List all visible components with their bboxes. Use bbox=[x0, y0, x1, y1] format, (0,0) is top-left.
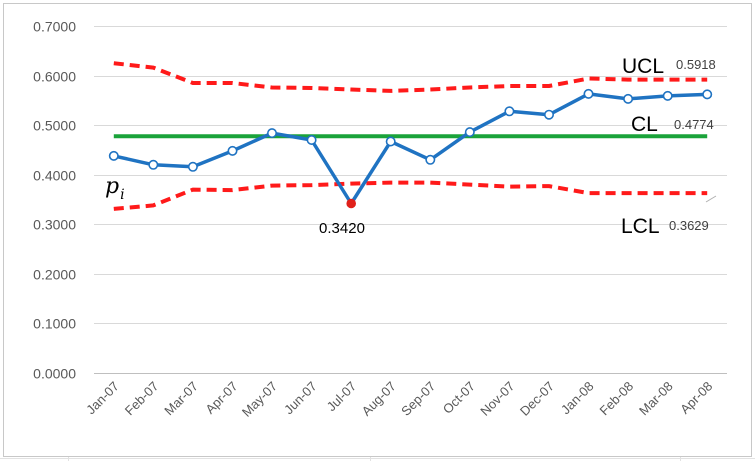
highlighted-data-point bbox=[346, 198, 357, 209]
data-point bbox=[385, 136, 396, 147]
control-chart-area[interactable]: 0.0000 0.1000 0.2000 0.3000 0.4000 0.5000 0.60… bbox=[3, 3, 752, 457]
series-line-lcl bbox=[113, 180, 708, 211]
x-tick-label: Aug-07 bbox=[359, 379, 399, 419]
y-tick-label: 0.5000 bbox=[33, 118, 76, 134]
cl-value-label: 0.4774 bbox=[674, 117, 714, 132]
min-point-value-label: 0.3420 bbox=[319, 220, 365, 237]
x-tick-label: Feb-08 bbox=[596, 379, 636, 419]
data-point bbox=[464, 127, 475, 138]
data-point bbox=[702, 89, 713, 100]
y-tick-label: 0.6000 bbox=[33, 69, 76, 85]
data-point bbox=[543, 109, 554, 120]
gridlines bbox=[94, 26, 727, 374]
x-tick-label: Apr-08 bbox=[677, 379, 715, 417]
x-tick-label: Apr-07 bbox=[202, 379, 240, 417]
pi-label-subscript: i bbox=[120, 187, 124, 203]
data-point bbox=[227, 145, 238, 156]
data-point bbox=[108, 150, 119, 161]
x-tick-label: Feb-07 bbox=[122, 379, 162, 419]
ucl-value-label: 0.5918 bbox=[676, 57, 716, 72]
x-tick-label: Nov-07 bbox=[477, 379, 517, 419]
data-point bbox=[148, 159, 159, 170]
data-point bbox=[504, 106, 515, 117]
p-control-chart: 0.0000 0.1000 0.2000 0.3000 0.4000 0.5000 0.60… bbox=[33, 19, 727, 420]
x-tick-label: Mar-08 bbox=[636, 379, 676, 419]
data-point bbox=[187, 161, 198, 172]
y-tick-label: 0.0000 bbox=[33, 366, 76, 382]
x-tick-label: Dec-07 bbox=[517, 379, 557, 419]
y-tick-label: 0.4000 bbox=[33, 168, 76, 184]
x-tick-label: Jul-07 bbox=[324, 379, 360, 415]
data-point bbox=[425, 154, 436, 165]
y-tick-label: 0.1000 bbox=[33, 316, 76, 332]
lcl-label: LCL bbox=[621, 215, 660, 238]
pi-series-label: pi bbox=[105, 174, 125, 203]
pi-label-letter: p bbox=[105, 174, 119, 199]
data-point bbox=[583, 88, 594, 99]
y-tick-label: 0.7000 bbox=[33, 19, 76, 35]
x-tick-label: Jan-07 bbox=[83, 379, 122, 418]
data-point bbox=[662, 90, 673, 101]
data-points bbox=[108, 88, 713, 209]
series-line-ucl bbox=[113, 61, 708, 93]
series-lines bbox=[113, 61, 708, 211]
data-point bbox=[306, 135, 317, 146]
lcl-leader-line bbox=[705, 195, 717, 203]
x-tick-label: Mar-07 bbox=[161, 379, 201, 419]
y-tick-label: 0.3000 bbox=[33, 217, 76, 233]
data-point bbox=[623, 93, 634, 104]
lcl-value-label: 0.3629 bbox=[669, 218, 709, 233]
chart-annotations: pi UCL 0.5918 CL 0.4774 LCL 0.3629 0.342… bbox=[105, 55, 717, 238]
x-tick-label: May-07 bbox=[239, 379, 280, 420]
x-tick-label: Jun-07 bbox=[281, 379, 320, 418]
y-axis-ticks: 0.0000 0.1000 0.2000 0.3000 0.4000 0.5000 0.60… bbox=[33, 19, 76, 382]
data-point bbox=[266, 128, 277, 139]
x-tick-label: Oct-07 bbox=[440, 379, 478, 417]
y-tick-label: 0.2000 bbox=[33, 267, 76, 283]
cl-label: CL bbox=[631, 113, 658, 136]
x-tick-label: Jan-08 bbox=[558, 379, 597, 418]
ucl-label: UCL bbox=[622, 55, 664, 78]
x-tick-label: Sep-07 bbox=[398, 379, 438, 419]
series-line-pi bbox=[113, 92, 708, 206]
